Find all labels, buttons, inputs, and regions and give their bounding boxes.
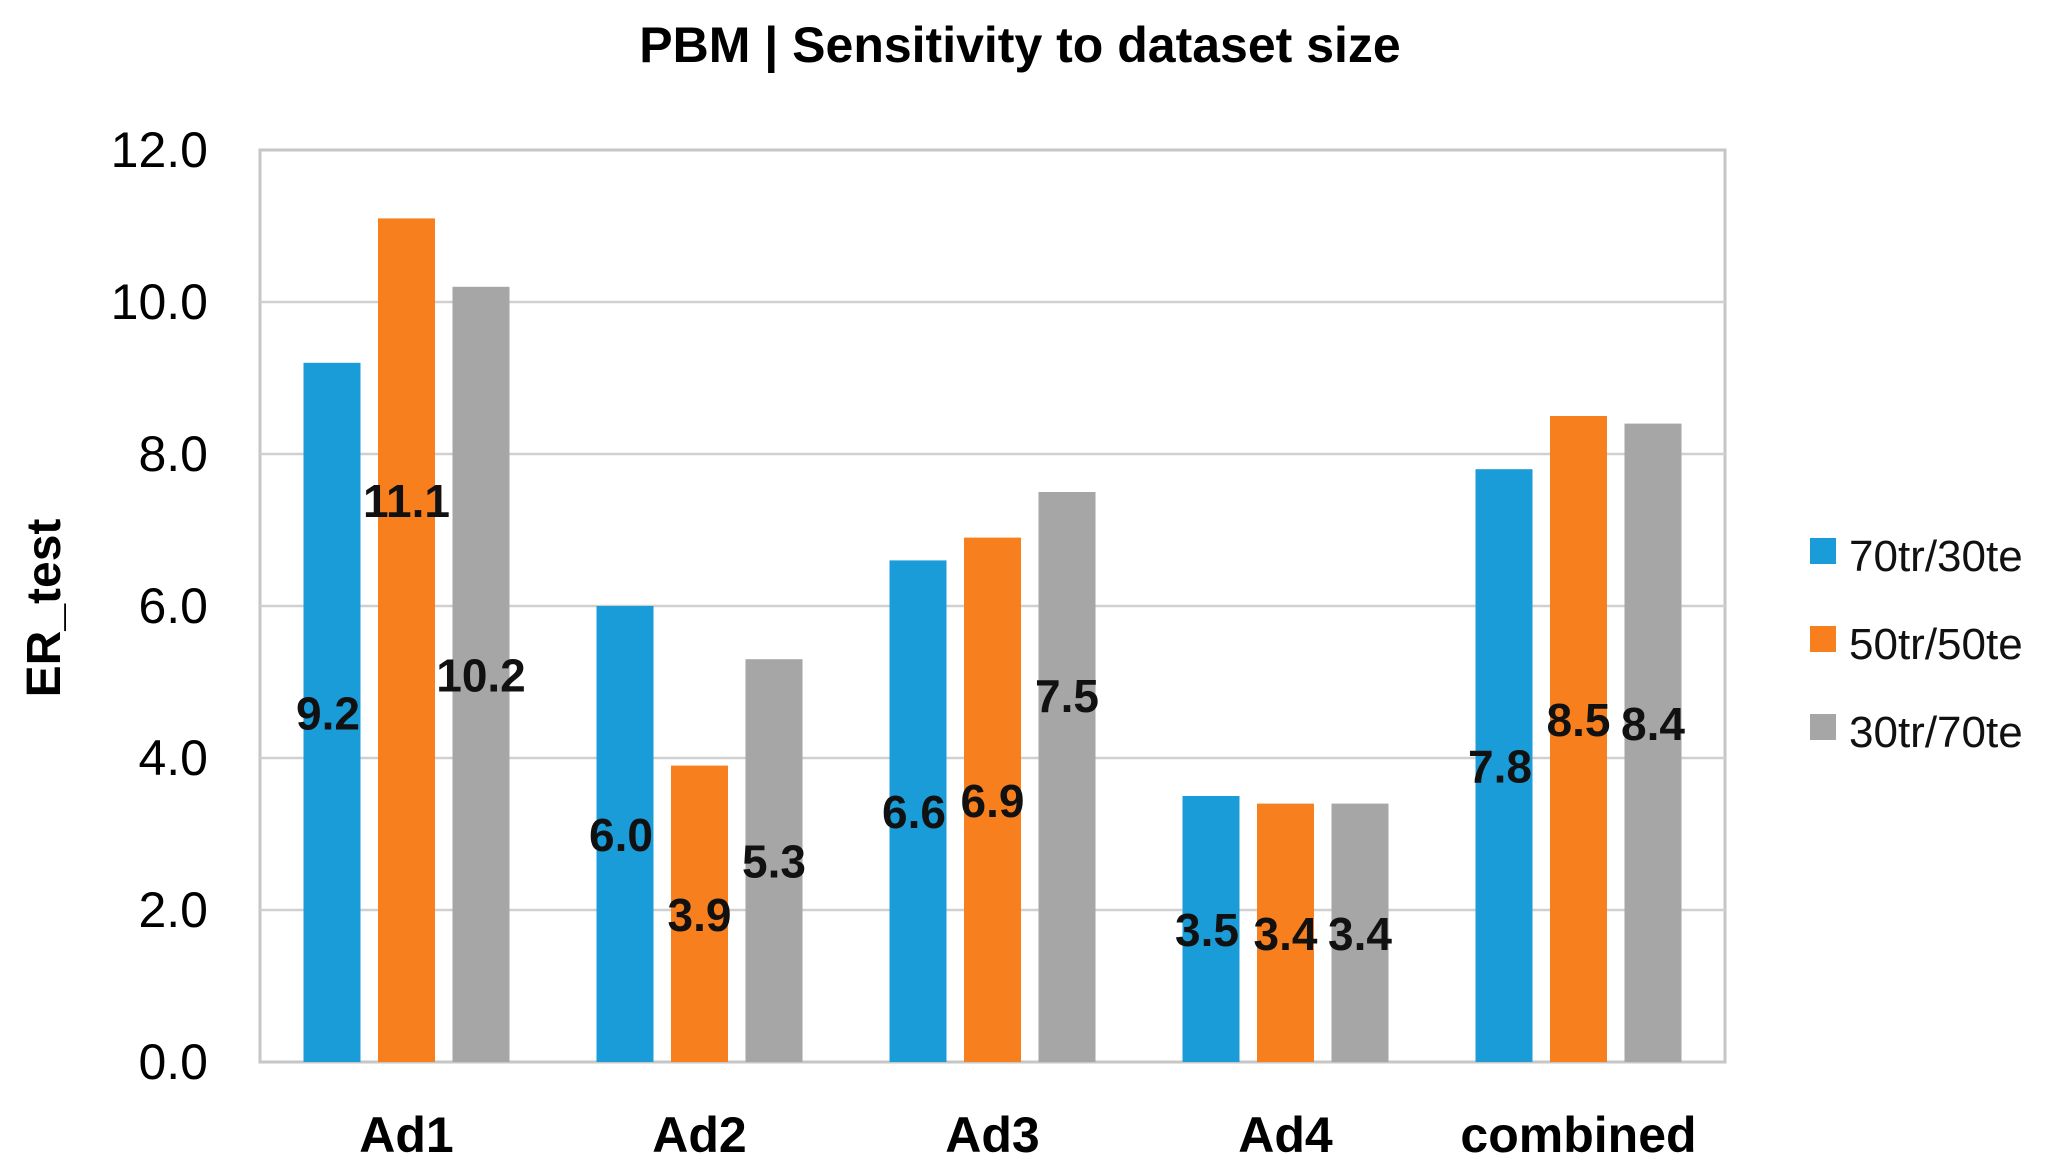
x-axis-categories: Ad1 Ad2 Ad3 Ad4 combined: [359, 1107, 1696, 1163]
bar-Ad4-30tr/70te: [1331, 803, 1389, 1062]
x-category-label: Ad2: [652, 1107, 746, 1163]
legend: 70tr/30te 50tr/50te 30tr/70te: [1810, 532, 2023, 757]
bar-Ad2-50tr/50te: [671, 765, 728, 1062]
y-tick-label: 4.0: [138, 730, 208, 786]
bar-combined-50tr/50te: [1550, 416, 1607, 1062]
bar-Ad4-70tr/30te: [1182, 796, 1240, 1062]
bar-Ad2-30tr/70te: [745, 659, 803, 1062]
y-tick-label: 10.0: [111, 274, 208, 330]
y-tick-label: 0.0: [138, 1034, 208, 1090]
x-category-label: combined: [1460, 1107, 1696, 1163]
data-label: 5.3: [742, 836, 806, 888]
data-label: 8.5: [1547, 694, 1611, 746]
bar-Ad3-30tr/70te: [1038, 492, 1096, 1062]
x-category-label: Ad4: [1238, 1107, 1333, 1163]
legend-swatch: [1810, 538, 1836, 564]
data-label: 3.4: [1254, 908, 1318, 960]
legend-label: 30tr/70te: [1849, 708, 2023, 757]
y-tick-label: 12.0: [111, 122, 208, 178]
y-axis-label: ER_test: [18, 519, 71, 698]
x-category-label: Ad1: [359, 1107, 453, 1163]
x-category-label: Ad3: [945, 1107, 1039, 1163]
legend-label: 70tr/30te: [1849, 532, 2023, 581]
data-label: 3.4: [1328, 908, 1392, 960]
data-label: 6.9: [961, 775, 1025, 827]
data-label: 7.5: [1035, 670, 1099, 722]
data-label: 11.1: [363, 475, 450, 527]
legend-swatch: [1810, 626, 1836, 652]
bar-Ad4-50tr/50te: [1257, 803, 1314, 1062]
y-axis-ticks: 0.0 2.0 4.0 6.0 8.0 10.0 12.0: [111, 122, 208, 1090]
legend-swatch: [1810, 714, 1836, 740]
data-label: 7.8: [1468, 741, 1532, 793]
bar-Ad1-30tr/70te: [452, 286, 510, 1062]
y-tick-label: 2.0: [138, 882, 208, 938]
chart-title: PBM | Sensitivity to dataset size: [639, 17, 1400, 74]
bar-Ad3-50tr/50te: [964, 537, 1021, 1062]
data-label: 6.0: [589, 809, 653, 861]
data-label: 3.9: [668, 889, 732, 941]
data-label: 3.5: [1175, 904, 1239, 956]
bar-Ad2-70tr/30te: [596, 606, 654, 1062]
data-label: 8.4: [1621, 698, 1685, 750]
y-tick-label: 6.0: [138, 578, 208, 634]
legend-label: 50tr/50te: [1849, 620, 2023, 669]
data-label: 10.2: [436, 649, 526, 701]
bar-Ad1-50tr/50te: [378, 218, 435, 1062]
bar-Ad1-70tr/30te: [303, 362, 361, 1062]
bar-combined-30tr/70te: [1624, 423, 1682, 1063]
data-labels: 9.2 11.1 10.2 6.0 3.95.3 6.6 6.9 7.5 3.5 3.4 3.4 7.…: [296, 475, 1685, 960]
data-label: 6.6: [882, 786, 946, 838]
y-tick-label: 8.0: [138, 426, 208, 482]
bar-combined-70tr/30te: [1475, 469, 1533, 1062]
bar-Ad3-70tr/30te: [889, 560, 947, 1062]
bars: [303, 218, 1682, 1063]
data-label: 9.2: [296, 687, 360, 739]
